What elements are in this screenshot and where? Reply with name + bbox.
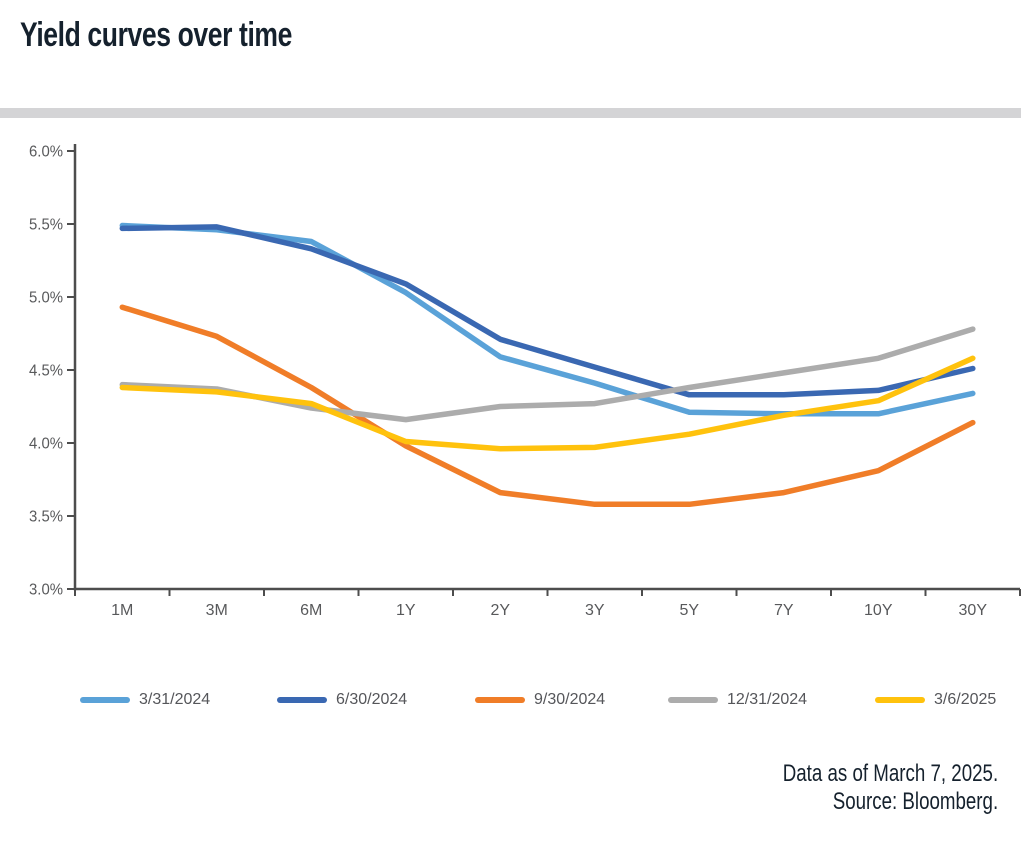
x-category-label: 3M (206, 602, 228, 619)
legend-item-12-31-2024: 12/31/2024 (668, 691, 808, 708)
x-category-label: 30Y (959, 602, 988, 619)
legend-label-3-31-2024: 3/31/2024 (139, 691, 211, 708)
legend-swatch-3-31-2024 (80, 697, 130, 703)
legend-item-9-30-2024: 9/30/2024 (475, 691, 606, 708)
series-line-6-30-2024 (119, 224, 976, 398)
page-title: Yield curves over time (20, 16, 292, 54)
x-category-label: 1Y (396, 602, 416, 619)
y-tick-label: 3.5% (29, 509, 63, 526)
legend-swatch-6-30-2024 (277, 697, 327, 703)
legend-label-3-6-2025: 3/6/2025 (934, 691, 997, 708)
legend-label-12-31-2024: 12/31/2024 (727, 691, 808, 708)
series-line-3-31-2024 (119, 222, 976, 417)
x-category-label: 7Y (774, 602, 794, 619)
x-category-label: 6M (300, 602, 322, 619)
y-tick-label: 5.0% (29, 290, 63, 307)
source-text: Source: Bloomberg. (832, 788, 998, 815)
y-tick-label: 6.0% (29, 144, 63, 161)
legend-item-6-30-2024: 6/30/2024 (277, 691, 408, 708)
data-as-of-text: Data as of March 7, 2025. (782, 760, 998, 787)
series-line-9-30-2024 (119, 304, 976, 508)
legend-swatch-12-31-2024 (668, 697, 718, 703)
y-tick-label: 3.0% (29, 582, 63, 599)
legend-item-3-6-2025: 3/6/2025 (875, 691, 997, 708)
footnote: Data as of March 7, 2025. Source: Bloomb… (783, 760, 998, 816)
legend-label-6-30-2024: 6/30/2024 (336, 691, 408, 708)
y-tick-label: 4.5% (29, 363, 63, 380)
divider-bar (0, 108, 1021, 118)
series-line-3-6-2025 (119, 355, 976, 452)
x-category-label: 10Y (864, 602, 893, 619)
y-tick-label: 5.5% (29, 217, 63, 234)
y-tick-label: 4.0% (29, 436, 63, 453)
x-category-label: 3Y (585, 602, 605, 619)
legend-swatch-3-6-2025 (875, 697, 925, 703)
x-category-label: 2Y (490, 602, 510, 619)
x-category-label: 1M (111, 602, 133, 619)
yield-curve-chart: 6.0% 5.5% 5.0% 4.5% 4.0% 3.5% 3.0% 1M 3M 6M 1Y 2Y 3Y… (29, 144, 1021, 619)
legend-label-9-30-2024: 9/30/2024 (534, 691, 606, 708)
x-category-label: 5Y (679, 602, 699, 619)
legend-swatch-9-30-2024 (475, 697, 525, 703)
legend-item-3-31-2024: 3/31/2024 (80, 691, 211, 708)
